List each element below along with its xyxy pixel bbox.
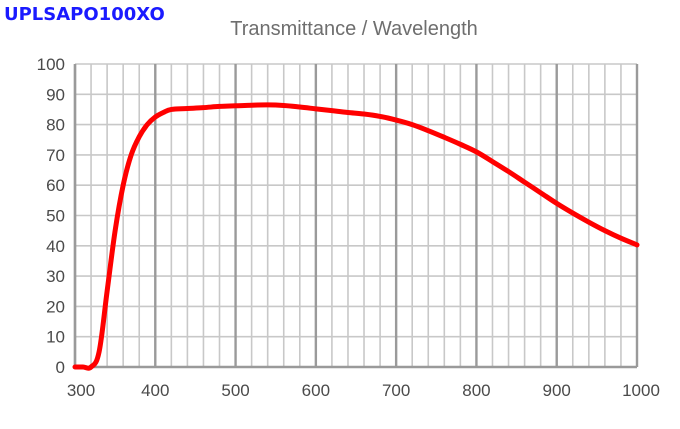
product-name: UPLSAPO100XO bbox=[4, 4, 165, 25]
x-tick-label: 700 bbox=[382, 381, 410, 400]
x-tick-labels: 300 400 500 600 700 800 900 1000 bbox=[67, 381, 660, 400]
y-tick-labels: 0 10 20 30 40 50 60 70 80 90 100 bbox=[37, 55, 65, 377]
x-tick-label: 300 bbox=[67, 381, 95, 400]
series-line-transmittance bbox=[72, 102, 640, 371]
x-tick-label: 600 bbox=[302, 381, 330, 400]
chart-title: Transmittance / Wavelength bbox=[230, 18, 478, 40]
y-tick-label: 0 bbox=[56, 358, 65, 377]
y-tick-label: 30 bbox=[46, 267, 65, 286]
x-tick-label: 800 bbox=[462, 381, 490, 400]
y-tick-label: 80 bbox=[46, 116, 65, 135]
x-tick-label: 1000 bbox=[622, 381, 660, 400]
chart-grid bbox=[73, 63, 639, 368]
y-tick-label: 100 bbox=[37, 55, 65, 74]
x-tick-label: 500 bbox=[221, 381, 249, 400]
x-tick-label: 900 bbox=[543, 381, 571, 400]
y-tick-label: 40 bbox=[46, 237, 65, 256]
y-tick-label: 20 bbox=[46, 297, 65, 316]
y-tick-label: 50 bbox=[46, 207, 65, 226]
y-tick-label: 10 bbox=[46, 328, 65, 347]
y-tick-label: 70 bbox=[46, 146, 65, 165]
chart-series bbox=[72, 102, 640, 371]
chart-axes bbox=[73, 64, 637, 369]
y-tick-label: 90 bbox=[46, 85, 65, 104]
y-tick-label: 60 bbox=[46, 176, 65, 195]
x-tick-label: 400 bbox=[141, 381, 169, 400]
